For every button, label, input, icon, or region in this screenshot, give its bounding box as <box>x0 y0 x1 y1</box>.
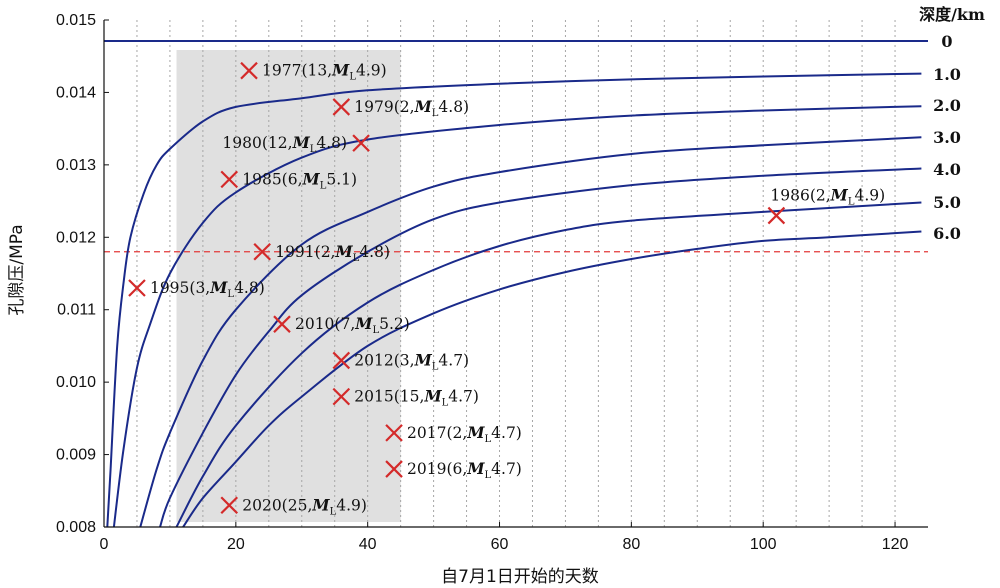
event-label: 1991(2,ML4.8) <box>275 242 390 264</box>
event-label: 2020(25,ML4.9) <box>242 495 367 517</box>
marker-stroke <box>220 170 239 189</box>
y-tick-label: 0.008 <box>56 519 96 536</box>
event-marker <box>240 61 258 80</box>
event-label: 2015(15,ML4.7) <box>354 387 479 409</box>
x-tick-label: 40 <box>359 536 377 553</box>
depth-label: 4.0 <box>933 160 961 179</box>
earthquake-events: 1977(13,ML4.9) 1979(2,ML4.8) 1980(12,ML4.8… <box>128 61 885 517</box>
depth-legend-title: 深度/km <box>919 5 985 24</box>
depth-curve-4.0 <box>159 167 922 528</box>
event-label: 2017(2,ML4.7) <box>407 423 522 445</box>
depth-curve-1.0 <box>106 72 922 528</box>
event-marker <box>767 206 786 225</box>
x-tick-label: 100 <box>750 536 777 553</box>
shaded-region-layer <box>176 50 401 522</box>
depth-label: 2.0 <box>933 96 961 115</box>
marker-stroke <box>332 98 351 116</box>
y-tick-label: 0.015 <box>56 12 96 29</box>
event-marker <box>128 279 146 297</box>
marker-stroke <box>767 206 786 225</box>
y-axis-title: 孔隙压/MPa <box>7 224 27 315</box>
event-marker <box>332 351 351 370</box>
event-marker <box>332 98 351 116</box>
depth-curve-3.0 <box>139 136 922 528</box>
marker-stroke <box>253 242 271 261</box>
event-marker <box>220 496 239 515</box>
event-marker <box>385 424 403 442</box>
event-marker <box>332 387 351 406</box>
depth-labels: 0 1.0 2.0 3.0 4.0 5.0 6.0 <box>933 32 961 243</box>
marker-stroke <box>240 61 258 80</box>
depth-curves <box>104 39 928 528</box>
event-label: 2012(3,ML4.7) <box>354 350 469 372</box>
event-label: 1980(12,ML4.8) <box>222 133 347 155</box>
x-tick-label: 120 <box>882 536 909 553</box>
event-label: 1979(2,ML4.8) <box>354 97 469 119</box>
marker-stroke <box>220 496 239 515</box>
marker-stroke <box>385 460 403 478</box>
event-label: 2010(7,ML5.2) <box>295 314 410 336</box>
y-tick-label: 0.010 <box>56 374 96 391</box>
event-marker <box>352 134 370 152</box>
event-label: 2019(6,ML4.7) <box>407 459 522 481</box>
y-tick-label: 0.012 <box>56 229 96 246</box>
marker-stroke <box>128 279 146 297</box>
marker-stroke <box>352 134 370 152</box>
depth-label: 6.0 <box>933 224 961 243</box>
event-label: 1977(13,ML4.9) <box>262 61 387 83</box>
marker-stroke <box>332 351 351 370</box>
y-tick-label: 0.009 <box>56 447 96 464</box>
event-marker <box>220 170 239 189</box>
shaded-window <box>176 50 401 522</box>
y-tick-label: 0.013 <box>56 157 96 174</box>
event-marker <box>273 315 291 333</box>
x-axis-title: 自7月1日开始的天数 <box>441 567 599 587</box>
event-marker <box>385 460 403 478</box>
depth-label: 5.0 <box>933 193 961 212</box>
depth-label: 0 <box>941 32 952 51</box>
x-tick-label: 80 <box>622 536 640 553</box>
depth-label: 3.0 <box>933 128 961 147</box>
y-tick-label: 0.011 <box>57 302 96 319</box>
x-tick-label: 60 <box>491 536 509 553</box>
depth-curve-5.0 <box>175 201 922 528</box>
event-label: 1995(3,ML4.8) <box>150 278 265 300</box>
depth-curve-2.0 <box>112 105 922 528</box>
y-tick-label: 0.014 <box>56 84 96 101</box>
x-tick-label: 0 <box>100 536 109 553</box>
marker-stroke <box>273 315 291 333</box>
marker-stroke <box>385 424 403 442</box>
x-tick-label: 20 <box>227 536 245 553</box>
event-label: 1986(2,ML4.9) <box>770 186 885 208</box>
event-label: 1985(6,ML5.1) <box>242 169 357 191</box>
marker-stroke <box>332 387 351 406</box>
axes: 0 20 40 60 80 100 120 0.008 0.009 0.010 0.011 0.012… <box>56 12 928 553</box>
depth-label: 1.0 <box>933 65 961 84</box>
depth-curve-6.0 <box>182 230 922 528</box>
event-marker <box>253 242 271 261</box>
